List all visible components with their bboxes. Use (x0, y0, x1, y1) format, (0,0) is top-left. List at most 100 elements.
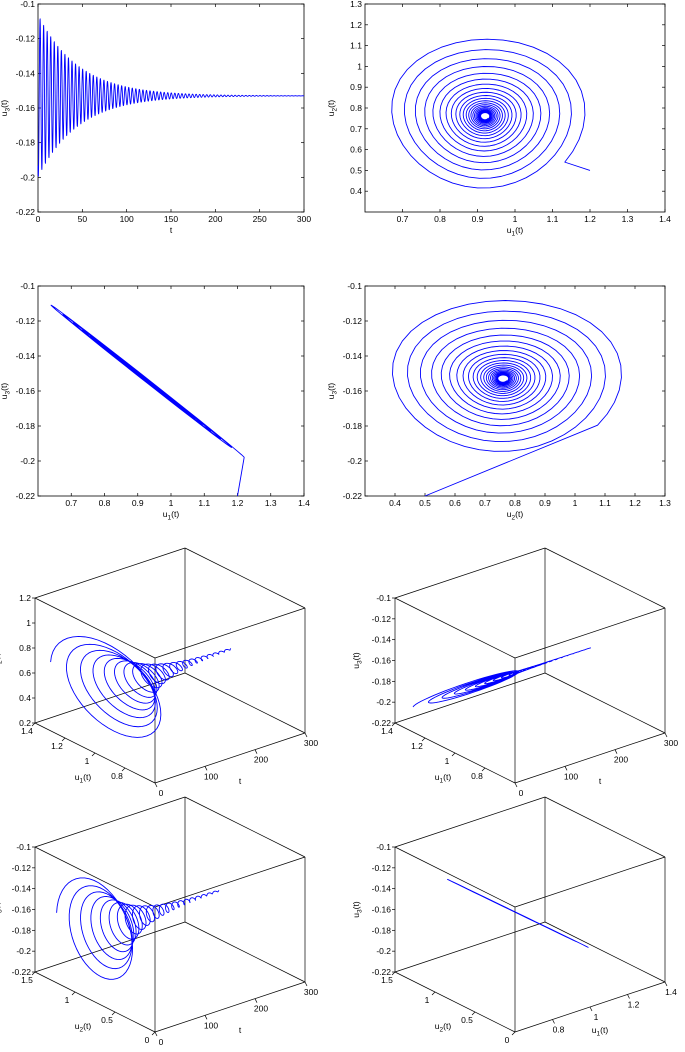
trajectory-line (56, 877, 220, 980)
y-tick-label: 1.5 (21, 975, 33, 985)
box-edge (514, 607, 666, 659)
box-edge (514, 856, 666, 908)
y-tick (61, 737, 66, 742)
chart-panel-u3-vs-u1: 0.7 0.8 0.9 1 1.1 1.2 1.3 1.4 -0.22 -0.2 -0.18 -0.1… (0, 281, 310, 522)
y-axis-label: u2(t) (435, 1021, 452, 1034)
y-tick-label: -0.14 (16, 68, 36, 78)
y-tick-label: 1 (85, 756, 90, 766)
box-edge (544, 672, 666, 734)
x-tick (154, 782, 158, 788)
x-tick-label: 1 (513, 214, 518, 224)
x-tick-label: 200 (254, 755, 268, 765)
x-tick-label: 1 (594, 1012, 599, 1022)
box-edge (34, 796, 186, 848)
x-tick-label: 1 (573, 498, 578, 508)
x-tick-label: 200 (254, 1004, 268, 1014)
y-tick-label: -0.2 (20, 456, 35, 466)
z-axis-label: u2(t) (0, 652, 4, 669)
x-tick-label: 0.4 (389, 498, 401, 508)
x-tick-label: 300 (297, 214, 311, 224)
box-edge (394, 971, 516, 1033)
z-tick-label: -0.22 (12, 967, 32, 977)
y-tick (451, 752, 456, 757)
z-tick-label: -0.16 (372, 656, 392, 666)
y-tick-label: 0.7 (350, 124, 362, 134)
x-axis-label: u1(t) (507, 225, 524, 238)
y-tick (391, 971, 396, 976)
y-axis-label: u3(t) (0, 383, 12, 400)
y-tick-label: -0.22 (16, 207, 36, 217)
box-edge (514, 732, 666, 784)
x-tick (664, 981, 668, 987)
x-tick (514, 782, 518, 788)
y-tick (151, 1031, 156, 1036)
y-tick-label: 1.2 (350, 20, 362, 30)
y-tick-label: 0.9 (350, 82, 362, 92)
z-tick-label: -0.22 (372, 718, 392, 728)
x-tick-label: 1.2 (232, 498, 244, 508)
y-tick (471, 1011, 476, 1016)
y-tick-label: -0.1 (20, 281, 35, 291)
x-tick (627, 994, 630, 999)
z-tick-label: -0.16 (372, 905, 392, 915)
box-edge (394, 597, 516, 659)
z-tick-label: 0.6 (19, 668, 31, 678)
z-tick-label: -0.18 (12, 925, 32, 935)
y-tick-label: 0.6 (350, 145, 362, 155)
z-tick-label: -0.12 (12, 863, 32, 873)
box-edge (394, 921, 546, 973)
series-line (391, 38, 591, 189)
y-tick-label: 0.5 (101, 1015, 113, 1025)
x-tick-label: 1.1 (547, 214, 559, 224)
x-tick-label: 0.8 (509, 498, 521, 508)
box-edge (154, 732, 306, 784)
x-axis-label: u2(t) (507, 509, 524, 522)
x-tick-label: 50 (78, 214, 88, 224)
y-tick-label: 1.4 (381, 726, 393, 736)
z-tick-label: -0.16 (12, 905, 32, 915)
box-edge (184, 921, 306, 983)
y-axis-label: u2(t) (326, 100, 339, 117)
x-tick-label: 250 (253, 214, 267, 224)
box-edge (394, 796, 546, 848)
y-tick-label: 1.2 (51, 741, 63, 751)
x-tick (154, 1031, 158, 1037)
chart-panel-3d-u2-u1-t: 0 100 200 300 0.8 1 1.2 1.40.2 0.4 0.6 0.8 1 1.2 t u1(… (0, 547, 318, 798)
y-tick-label: -0.2 (347, 456, 362, 466)
box-edge (154, 856, 306, 908)
x-axis-label: t (599, 776, 602, 786)
y-tick-label: 1.5 (381, 975, 393, 985)
y-tick (31, 722, 36, 727)
box-edge (34, 846, 156, 908)
series-line (50, 304, 245, 497)
y-tick (421, 737, 426, 742)
z-tick-label: 1 (26, 618, 31, 628)
z-tick-label: -0.2 (376, 697, 391, 707)
y-tick-label: -0.18 (16, 421, 36, 431)
x-tick-label: 100 (204, 1020, 218, 1030)
y-tick-label: 0.4 (350, 186, 362, 196)
x-tick-label: 300 (304, 987, 318, 997)
y-tick-label: -0.14 (343, 351, 363, 361)
x-tick-label: 1.4 (665, 987, 677, 997)
y-tick-label: -0.18 (16, 138, 36, 148)
x-tick (254, 749, 258, 754)
x-tick-label: 0.9 (472, 214, 484, 224)
chart-panel-3d-u3-u2-t: 0 100 200 300 0 0.5 1 1.5-0.22 -0.2 -0.18 -0.16 -0.… (0, 796, 318, 1047)
x-tick (254, 998, 258, 1003)
box-edge (544, 547, 666, 609)
z-tick-label: -0.2 (16, 946, 31, 956)
chart-panel-3d-u3-u2-u1: 0.8 1 1.2 1.4 0 0.5 1 1.5-0.22 -0.2 -0.18 -0.16 -0.… (351, 796, 677, 1045)
y-axis-label: u1(t) (75, 772, 92, 785)
series-line (392, 300, 622, 497)
plot-area (364, 285, 666, 497)
x-tick (614, 749, 618, 754)
y-tick-label: -0.22 (343, 491, 363, 501)
x-tick-label: 0.8 (553, 1025, 565, 1035)
y-tick-label: 1 (425, 995, 430, 1005)
x-tick-label: 0.5 (419, 498, 431, 508)
y-tick (391, 722, 396, 727)
z-tick-label: -0.1 (376, 842, 391, 852)
y-tick (31, 971, 36, 976)
z-tick-label: 0.8 (19, 643, 31, 653)
